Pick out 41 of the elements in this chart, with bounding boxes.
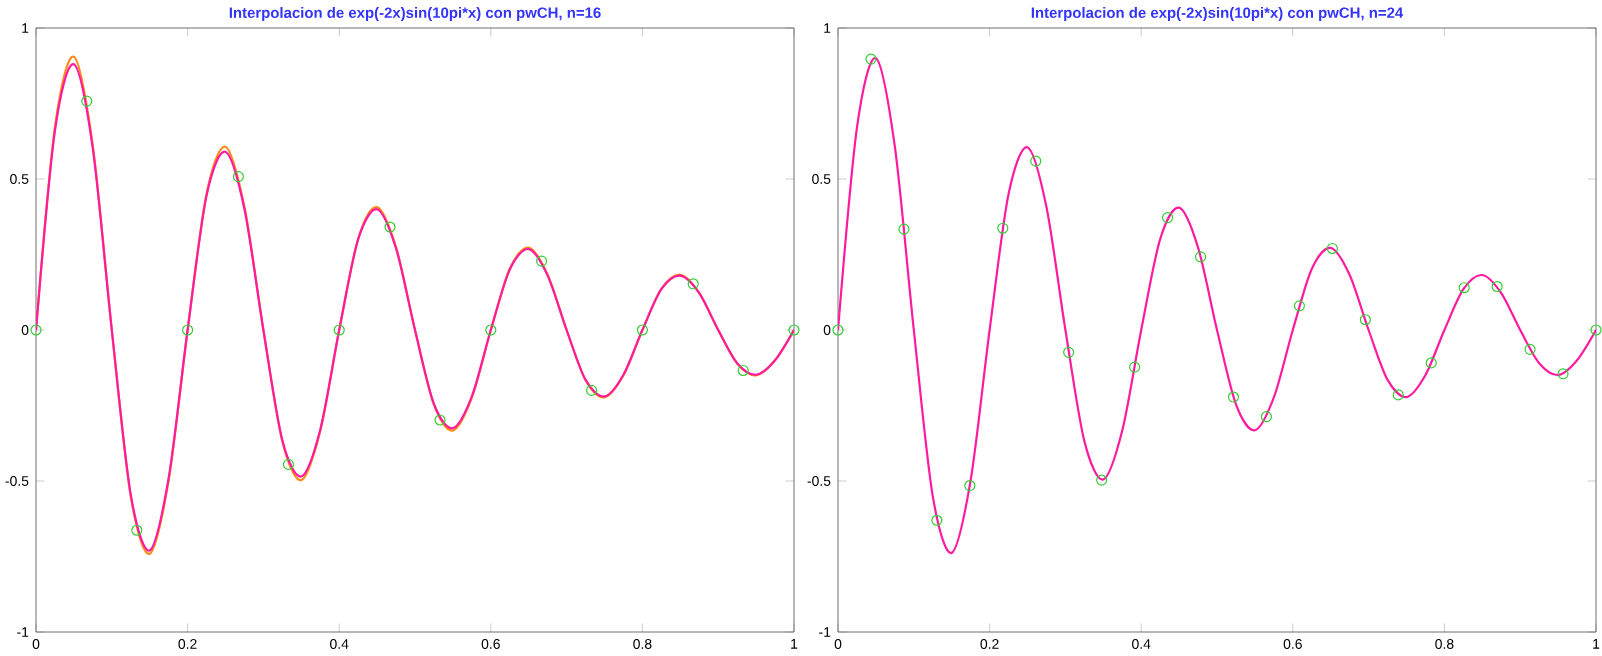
point [865, 53, 877, 65]
point [1162, 212, 1174, 224]
point [1359, 314, 1371, 326]
point [832, 324, 844, 336]
point [898, 223, 910, 235]
point [1326, 242, 1338, 255]
point [282, 458, 294, 470]
point [1063, 346, 1075, 358]
point [586, 384, 598, 396]
point [1524, 343, 1536, 355]
point [434, 414, 446, 426]
point [1194, 251, 1207, 263]
point [1392, 389, 1404, 401]
point [536, 255, 548, 267]
point [81, 95, 93, 107]
point [964, 479, 976, 492]
point [131, 524, 143, 536]
point [232, 171, 244, 183]
point [1096, 474, 1108, 486]
point [1425, 357, 1437, 369]
line-series [838, 57, 1597, 554]
point [931, 514, 943, 526]
point [1030, 155, 1042, 167]
point [384, 221, 396, 233]
point [1557, 368, 1569, 380]
point [1260, 411, 1273, 423]
point [1129, 361, 1141, 373]
point [30, 324, 42, 336]
point [1491, 280, 1503, 293]
point [1293, 300, 1305, 312]
point [1590, 324, 1602, 336]
point [1458, 282, 1470, 294]
point [687, 278, 699, 290]
point [636, 324, 648, 336]
point [997, 222, 1009, 234]
point [788, 324, 800, 336]
point [1227, 391, 1240, 403]
point [333, 324, 345, 336]
point [485, 324, 497, 336]
point [737, 364, 749, 377]
point [182, 324, 194, 336]
